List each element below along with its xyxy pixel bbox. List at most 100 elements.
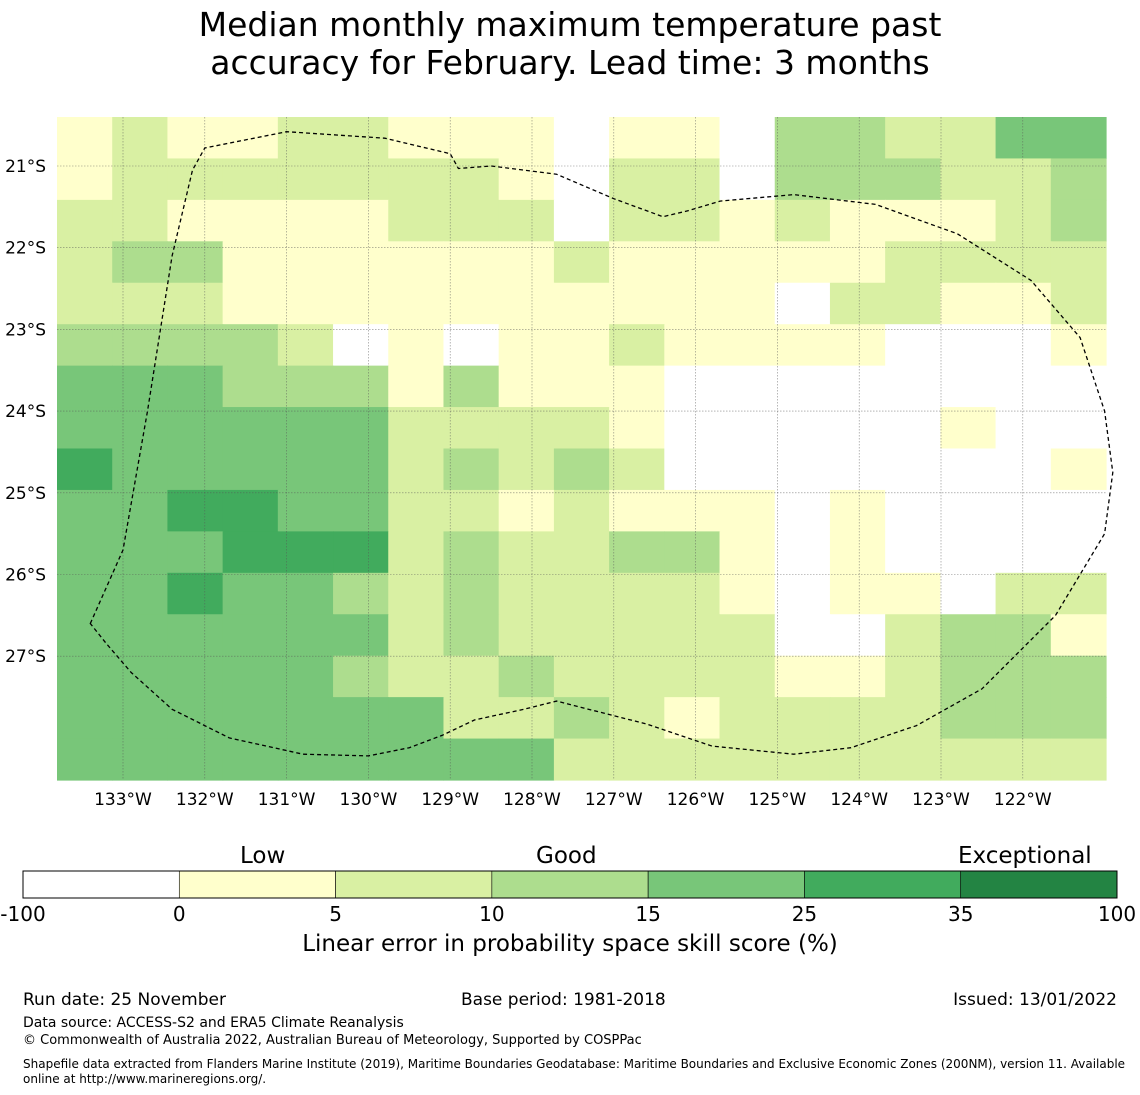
grid-cell: [1050, 199, 1107, 242]
grid-cell: [553, 117, 610, 160]
grid-cell: [829, 324, 886, 367]
grid-cell: [940, 448, 997, 491]
grid-cell: [388, 614, 445, 657]
grid-cell: [112, 738, 169, 781]
colorbar: [22, 870, 1118, 899]
grid-cell: [774, 531, 831, 574]
grid-cell: [57, 531, 113, 574]
grid-cell: [112, 697, 169, 740]
grid-cell: [1050, 365, 1107, 408]
grid-cell: [1050, 158, 1107, 201]
grid-cell: [609, 282, 665, 325]
grid-cell: [664, 282, 721, 325]
grid-cell: [498, 199, 555, 242]
grid-cell: [222, 407, 279, 450]
grid-cell: [609, 241, 665, 284]
grid-cell: [222, 738, 279, 781]
grid-cell: [443, 489, 500, 532]
grid-cell: [553, 448, 610, 491]
title-line-2: accuracy for February. Lead time: 3 mont…: [210, 43, 930, 82]
grid-cell: [277, 572, 334, 615]
grid-cell: [167, 365, 224, 408]
colorbar-segment: [804, 870, 962, 899]
grid-cell: [829, 738, 886, 781]
longitude-label: 122°W: [994, 790, 1052, 810]
grid-cell: [277, 489, 334, 532]
copyright: © Commonwealth of Australia 2022, Austra…: [23, 1033, 642, 1048]
latitude-label: 25°S: [5, 484, 46, 504]
grid-cell: [498, 158, 555, 201]
grid-cell: [719, 614, 776, 657]
grid-cell: [222, 489, 279, 532]
grid-cell: [167, 199, 224, 242]
grid-cell: [664, 324, 721, 367]
grid-cell: [995, 407, 1052, 450]
latitude-label: 24°S: [5, 402, 46, 422]
longitude-label: 127°W: [585, 790, 643, 810]
grid-cell: [443, 117, 500, 160]
grid-cell: [609, 407, 665, 450]
grid-cell: [719, 448, 776, 491]
longitude-label: 130°W: [340, 790, 398, 810]
grid-cell: [829, 158, 886, 201]
grid-cell: [388, 489, 445, 532]
grid-cell: [333, 407, 389, 450]
grid-cell: [995, 199, 1052, 242]
grid-cell: [388, 407, 445, 450]
grid-cell: [940, 489, 997, 532]
longitude-label: 128°W: [503, 790, 561, 810]
grid-cell: [222, 199, 279, 242]
grid-cell: [388, 282, 445, 325]
grid-cell: [222, 655, 279, 698]
grid-cell: [57, 738, 113, 781]
grid-cell: [388, 531, 445, 574]
grid-cell: [222, 282, 279, 325]
grid-cell: [995, 614, 1052, 657]
grid-cell: [388, 117, 445, 160]
grid-cell: [553, 572, 610, 615]
grid-cell: [609, 489, 665, 532]
grid-cell: [443, 738, 500, 781]
run-date: Run date: 25 November: [23, 990, 226, 1010]
latitude-label: 26°S: [5, 566, 46, 586]
grid-cell: [333, 365, 389, 408]
colorbar-segment: [960, 870, 1118, 899]
grid-cell: [940, 365, 997, 408]
grid-cell: [829, 117, 886, 160]
grid-cell: [443, 365, 500, 408]
grid-cell: [167, 738, 224, 781]
grid-cell: [553, 324, 610, 367]
grid-cell: [167, 117, 224, 160]
grid-cell: [443, 697, 500, 740]
grid-cell: [609, 324, 665, 367]
grid-cell: [885, 117, 941, 160]
grid-cell: [995, 697, 1052, 740]
grid-cell: [774, 655, 831, 698]
grid-cell: [57, 572, 113, 615]
grid-cell: [664, 407, 721, 450]
grid-cell: [112, 282, 169, 325]
grid-cell: [774, 448, 831, 491]
grid-cell: [333, 655, 389, 698]
grid-cell: [222, 365, 279, 408]
grid-cell: [333, 738, 389, 781]
longitude-label: 126°W: [667, 790, 725, 810]
grid-cell: [940, 572, 997, 615]
grid-cell: [774, 199, 831, 242]
grid-cell: [553, 697, 610, 740]
grid-cell: [1050, 697, 1107, 740]
grid-cell: [553, 531, 610, 574]
grid-cell: [167, 531, 224, 574]
grid-cell: [498, 655, 555, 698]
grid-cell: [112, 407, 169, 450]
grid-cell: [829, 572, 886, 615]
grid-cell: [498, 489, 555, 532]
grid-cell: [940, 158, 997, 201]
grid-cell: [443, 572, 500, 615]
grid-cell: [388, 241, 445, 284]
grid-cell: [995, 282, 1052, 325]
grid-cell: [553, 655, 610, 698]
grid-cell: [1050, 531, 1107, 574]
eez-boundary: [89, 131, 1114, 757]
